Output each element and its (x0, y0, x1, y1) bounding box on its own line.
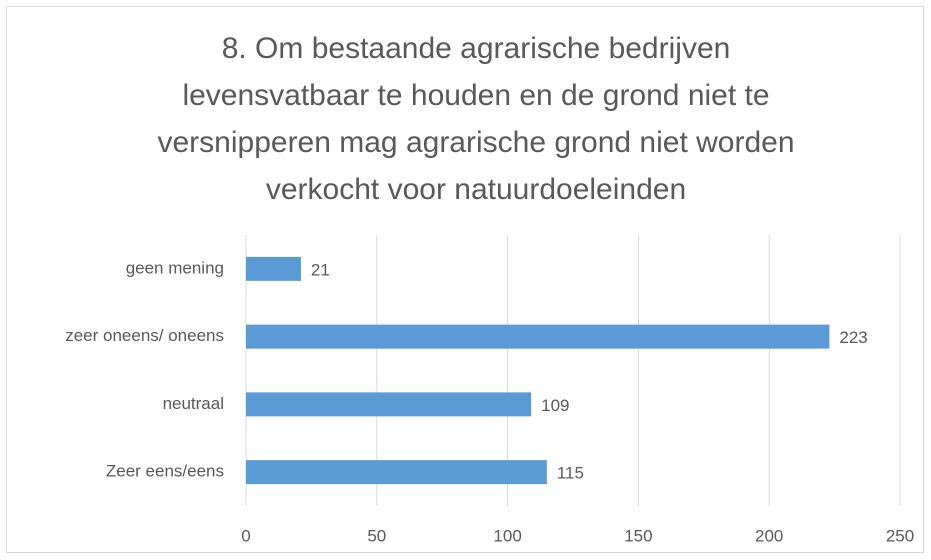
bar (246, 392, 532, 417)
bar (246, 324, 830, 349)
y-tick-label: geen mening (126, 258, 224, 277)
chart-title: 8. Om bestaande agrarische bedrijven (222, 32, 731, 65)
value-label: 223 (839, 328, 867, 347)
value-label: 115 (557, 464, 584, 483)
x-tick-label: 250 (886, 526, 914, 545)
value-label: 21 (311, 260, 330, 279)
chart-title: verkocht voor natuurdoeleinden (266, 173, 686, 206)
y-tick-label: Zeer eens/eens (106, 462, 224, 481)
x-tick-label: 0 (241, 526, 250, 545)
bar (246, 256, 301, 281)
y-tick-label: neutraal (163, 394, 224, 413)
chart-title: levensvatbaar te houden en de grond niet… (182, 79, 769, 112)
value-label: 109 (541, 396, 569, 415)
y-tick-label: zeer oneens/ oneens (65, 326, 224, 345)
x-tick-label: 200 (755, 526, 783, 545)
x-tick-label: 100 (493, 526, 521, 545)
bar (246, 460, 547, 485)
x-tick-label: 50 (367, 526, 386, 545)
chart-title: versnipperen mag agrarische grond niet w… (157, 126, 794, 159)
x-tick-label: 150 (624, 526, 652, 545)
